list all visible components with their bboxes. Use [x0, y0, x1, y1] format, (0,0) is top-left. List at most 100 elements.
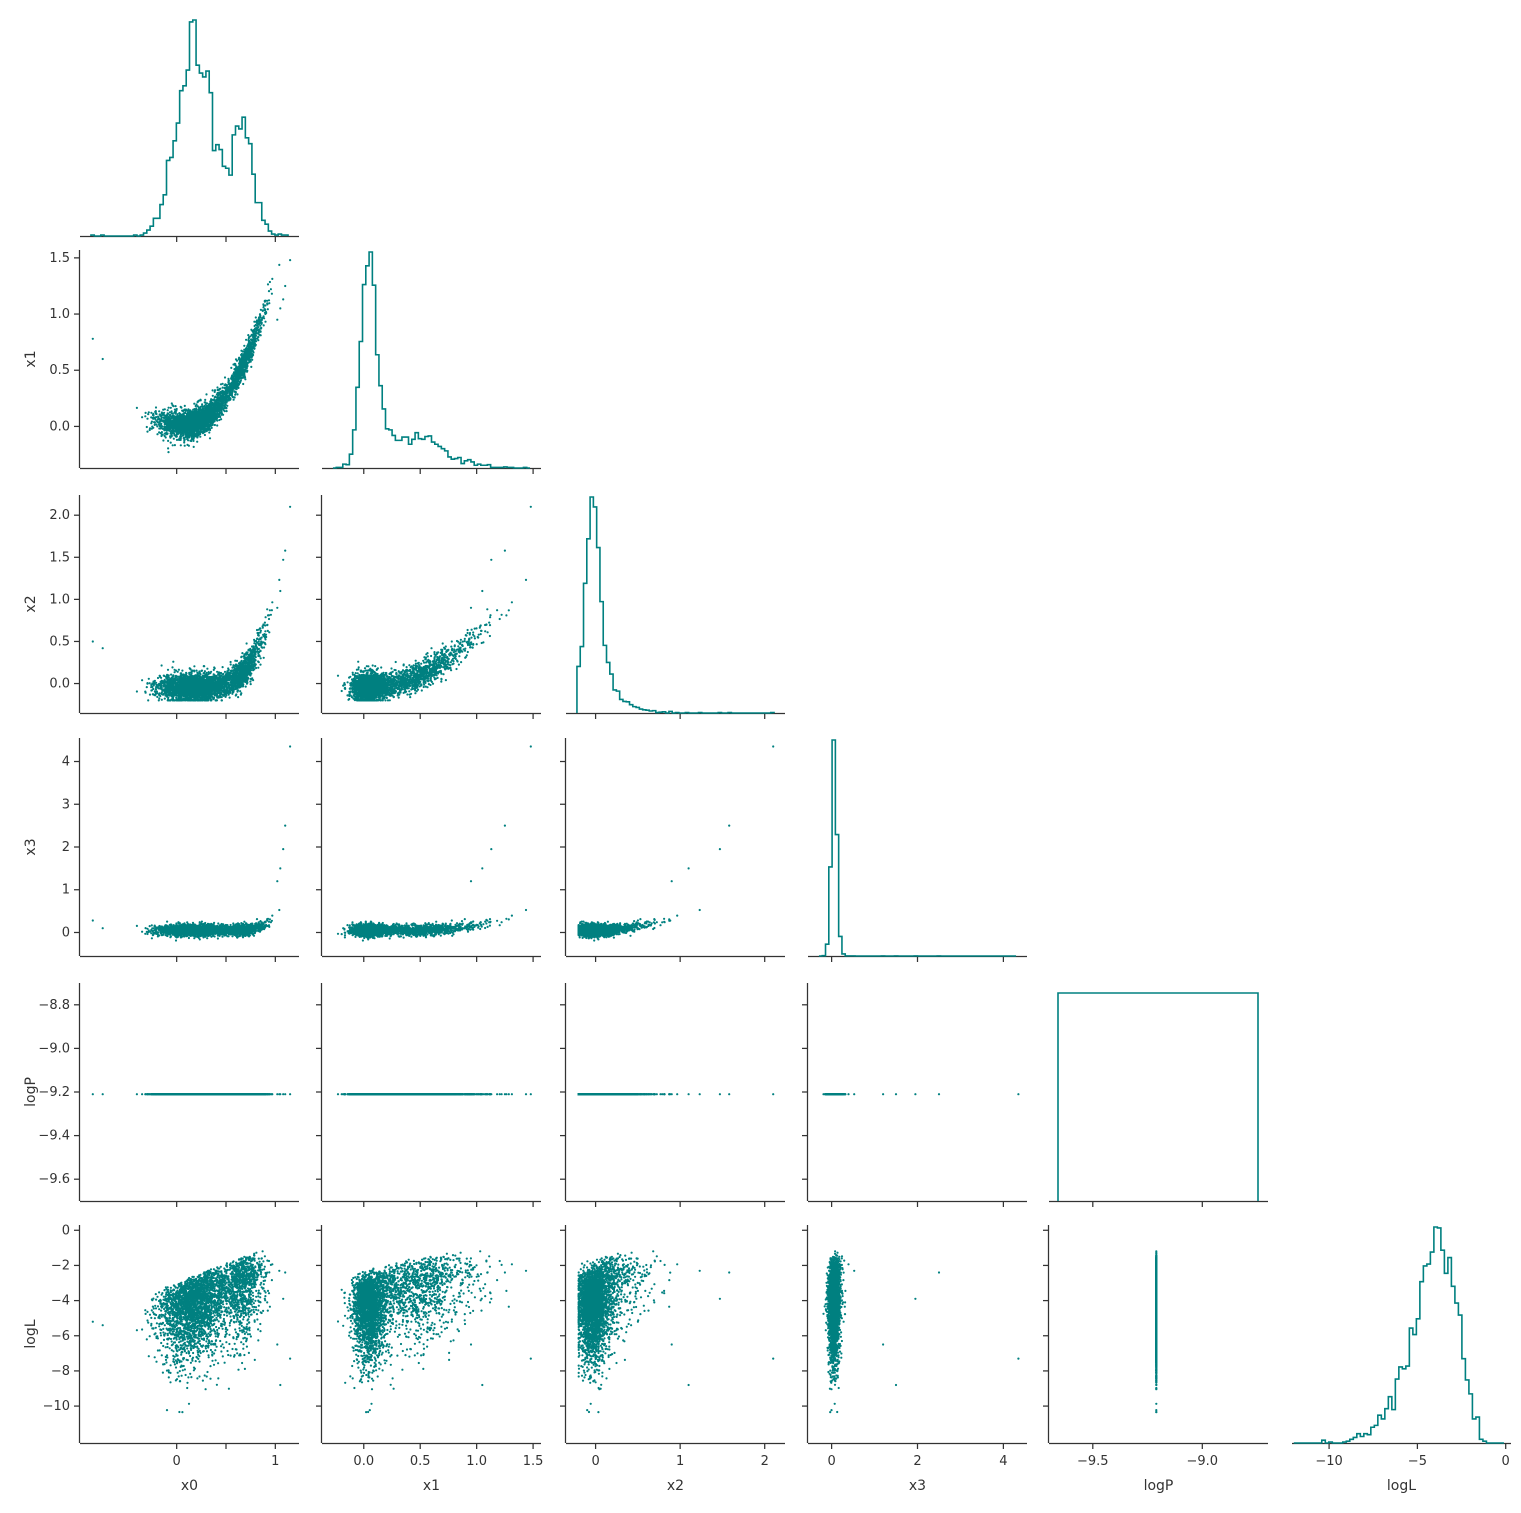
scatter-point — [201, 420, 204, 423]
scatter-point — [245, 370, 249, 373]
scatter-point — [173, 671, 176, 674]
scatter-point — [221, 666, 224, 669]
scatter-point — [237, 374, 240, 377]
scatter-point — [246, 345, 249, 348]
scatter-point — [207, 417, 210, 420]
scatter-point — [210, 411, 213, 414]
scatter-point — [257, 328, 260, 331]
scatter-point — [264, 312, 267, 316]
scatter-point — [254, 323, 257, 326]
scatter-x2-vs-x0 — [91, 505, 292, 702]
scatter-point — [208, 428, 211, 431]
scatter-point — [225, 401, 228, 404]
scatter-point — [202, 411, 205, 414]
scatter-point — [248, 339, 251, 342]
scatter-point — [258, 333, 261, 336]
scatter-point — [181, 409, 184, 412]
scatter-point — [240, 364, 243, 367]
scatter-point — [235, 386, 239, 389]
scatter-point — [167, 425, 170, 428]
scatter-point — [246, 349, 249, 352]
scatter-point — [243, 348, 246, 351]
scatter-point — [182, 424, 186, 427]
scatter-point — [263, 300, 266, 303]
scatter-point — [223, 386, 226, 390]
scatter-point — [168, 420, 171, 423]
scatter-point — [249, 680, 252, 683]
scatter-point — [223, 396, 226, 399]
scatter-point — [180, 423, 183, 426]
scatter-point — [236, 367, 239, 370]
histogram-x1 — [332, 251, 531, 469]
scatter-point — [147, 413, 150, 416]
scatter-point — [226, 404, 229, 407]
scatter-point — [267, 290, 271, 293]
scatter-point — [166, 432, 169, 435]
scatter-point — [230, 394, 234, 397]
scatter-point — [164, 428, 167, 431]
scatter-point — [232, 363, 235, 366]
scatter-point — [217, 408, 220, 412]
scatter-point — [209, 403, 213, 406]
scatter-point — [167, 416, 170, 419]
scatter-point — [141, 416, 144, 419]
scatter-point — [239, 374, 242, 377]
scatter-point — [196, 440, 199, 443]
scatter-point — [242, 364, 245, 367]
scatter-point — [176, 670, 179, 673]
scatter-point — [153, 421, 156, 424]
scatter-point — [144, 415, 147, 418]
scatter-point — [255, 321, 259, 325]
scatter-point — [215, 418, 218, 421]
scatter-point — [175, 422, 178, 425]
scatter-point — [201, 405, 205, 408]
scatter-point — [239, 381, 242, 384]
scatter-point — [153, 423, 156, 426]
scatter-point — [146, 417, 149, 420]
scatter-point — [245, 642, 248, 645]
scatter-point — [269, 288, 272, 291]
scatter-point — [169, 406, 172, 409]
scatter-point — [158, 410, 161, 413]
scatter-point — [218, 405, 221, 408]
scatter-point — [217, 401, 220, 404]
scatter-point — [179, 433, 182, 436]
scatter-point — [230, 377, 233, 380]
scatter-point — [169, 426, 172, 429]
scatter-point — [234, 659, 237, 662]
scatter-point — [189, 430, 192, 433]
scatter-point — [244, 685, 247, 688]
scatter-point — [177, 426, 181, 429]
panel-axes-x1-x0 — [74, 250, 299, 474]
scatter-point — [196, 412, 199, 415]
scatter-point — [220, 398, 223, 401]
scatter-point — [168, 411, 171, 414]
scatter-point — [271, 277, 274, 280]
scatter-point — [254, 316, 257, 319]
scatter-point — [213, 390, 216, 393]
scatter-point — [163, 416, 166, 420]
scatter-point — [252, 337, 256, 340]
scatter-point — [173, 668, 176, 671]
scatter-point — [201, 422, 204, 425]
scatter-point — [230, 375, 233, 378]
scatter-point — [264, 616, 267, 619]
scatter-point — [161, 425, 164, 428]
scatter-point — [214, 410, 217, 413]
scatter-point — [175, 415, 178, 418]
scatter-point — [186, 443, 189, 446]
scatter-point — [225, 406, 228, 410]
scatter-point — [147, 699, 150, 702]
scatter-point — [186, 425, 189, 428]
scatter-point — [247, 334, 250, 337]
scatter-point — [167, 451, 170, 454]
scatter-point — [167, 447, 170, 450]
scatter-point — [152, 416, 155, 419]
scatter-point — [282, 298, 285, 301]
scatter-point — [150, 416, 153, 419]
scatter-point — [255, 319, 258, 322]
scatter-point — [150, 411, 153, 414]
scatter-point — [248, 336, 251, 339]
scatter-point — [178, 420, 181, 423]
scatter-point — [154, 411, 157, 414]
